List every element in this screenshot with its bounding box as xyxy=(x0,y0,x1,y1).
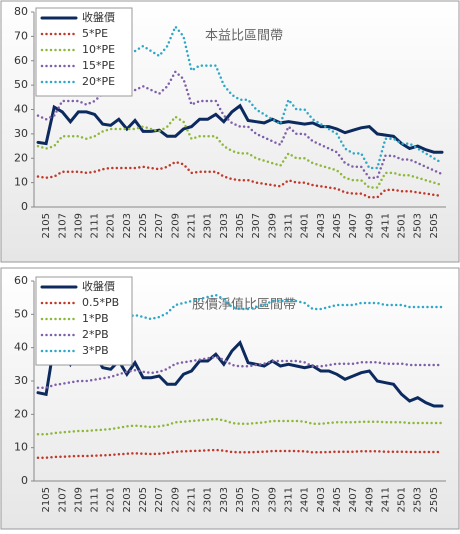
x-tick-label: 2303 xyxy=(219,487,230,512)
x-tick-label: 2309 xyxy=(267,487,278,512)
series-line xyxy=(36,340,444,408)
x-tick-label: 2311 xyxy=(283,487,294,512)
y-tick-label: 30 xyxy=(14,127,28,140)
x-tick-label: 2505 xyxy=(429,487,440,512)
x-tick-label: 2105 xyxy=(41,487,52,512)
legend-label: 2*PB xyxy=(82,328,109,341)
x-tick-label: 2501 xyxy=(397,213,408,238)
x-tick-label: 2301 xyxy=(203,213,214,238)
y-tick-label: 50 xyxy=(14,307,28,320)
legend-label: 3*PB xyxy=(82,344,109,357)
y-tick-label: 60 xyxy=(14,274,28,287)
series-line xyxy=(36,417,444,436)
x-tick-label: 2411 xyxy=(380,213,391,238)
x-tick-label: 2505 xyxy=(429,213,440,238)
y-tick-label: 0 xyxy=(21,474,28,487)
y-tick-label: 10 xyxy=(14,176,28,189)
x-tick-label: 2305 xyxy=(235,213,246,238)
x-tick-label: 2207 xyxy=(154,213,165,238)
legend-label: 5*PE xyxy=(82,27,108,40)
x-tick-label: 2403 xyxy=(316,487,327,512)
y-tick-label: 20 xyxy=(14,151,28,164)
y-tick-label: 60 xyxy=(14,54,28,67)
x-tick-label: 2207 xyxy=(154,487,165,512)
x-tick-label: 2203 xyxy=(122,487,133,512)
x-tick-label: 2303 xyxy=(219,213,230,238)
x-tick-label: 2503 xyxy=(413,213,424,238)
x-tick-label: 2205 xyxy=(138,487,149,512)
x-tick-label: 2209 xyxy=(170,213,181,238)
y-tick-label: 30 xyxy=(14,374,28,387)
x-tick-label: 2109 xyxy=(73,487,84,512)
legend-box xyxy=(35,276,133,366)
x-tick-label: 2111 xyxy=(90,487,101,512)
x-tick-label: 2111 xyxy=(90,213,101,238)
legend-label: 收盤價 xyxy=(82,10,115,24)
legend-label: 0.5*PB xyxy=(82,296,119,309)
x-tick-label: 2305 xyxy=(235,487,246,512)
chart-title: 本益比區間帶 xyxy=(205,29,283,44)
y-tick-label: 70 xyxy=(14,29,28,42)
series-line xyxy=(36,293,444,343)
y-tick-label: 50 xyxy=(14,78,28,91)
x-tick-label: 2411 xyxy=(380,487,391,512)
x-tick-label: 2311 xyxy=(283,213,294,238)
legend-label: 10*PE xyxy=(82,43,115,56)
y-tick-label: 20 xyxy=(14,407,28,420)
legend-label: 1*PB xyxy=(82,312,109,325)
x-tick-label: 2307 xyxy=(251,487,262,512)
legend-label: 20*PE xyxy=(82,75,115,88)
x-tick-label: 2407 xyxy=(348,213,359,238)
series-line xyxy=(36,448,444,459)
x-tick-label: 2109 xyxy=(73,213,84,238)
x-tick-label: 2211 xyxy=(187,213,198,238)
chart-title: 股價淨值比區間帶 xyxy=(192,297,296,313)
x-tick-label: 2401 xyxy=(300,487,311,512)
x-tick-label: 2405 xyxy=(332,487,343,512)
x-tick-label: 2503 xyxy=(413,487,424,512)
x-tick-label: 2205 xyxy=(138,213,149,238)
x-tick-label: 2403 xyxy=(316,213,327,238)
legend-label: 收盤價 xyxy=(82,279,115,293)
x-tick-label: 2407 xyxy=(348,487,359,512)
y-tick-label: 0 xyxy=(21,200,28,213)
x-tick-label: 2401 xyxy=(300,213,311,238)
series-line xyxy=(36,355,444,389)
x-tick-label: 2201 xyxy=(106,213,117,238)
x-tick-label: 2501 xyxy=(397,487,408,512)
x-tick-label: 2409 xyxy=(364,213,375,238)
x-tick-label: 2309 xyxy=(267,213,278,238)
series-line xyxy=(36,103,444,154)
y-tick-label: 80 xyxy=(14,5,28,18)
series-line xyxy=(36,160,444,199)
legend-label: 15*PE xyxy=(82,59,115,72)
x-tick-label: 2307 xyxy=(251,213,262,238)
x-tick-label: 2107 xyxy=(57,213,68,238)
x-tick-label: 2201 xyxy=(106,487,117,512)
x-tick-label: 2105 xyxy=(41,213,52,238)
x-tick-label: 2405 xyxy=(332,213,343,238)
y-tick-label: 40 xyxy=(14,341,28,354)
y-tick-label: 40 xyxy=(14,103,28,116)
x-tick-label: 2203 xyxy=(122,213,133,238)
x-tick-label: 2209 xyxy=(170,487,181,512)
x-tick-label: 2409 xyxy=(364,487,375,512)
y-tick-label: 10 xyxy=(14,441,28,454)
x-tick-label: 2301 xyxy=(203,487,214,512)
x-tick-label: 2211 xyxy=(187,487,198,512)
x-tick-label: 2107 xyxy=(57,487,68,512)
